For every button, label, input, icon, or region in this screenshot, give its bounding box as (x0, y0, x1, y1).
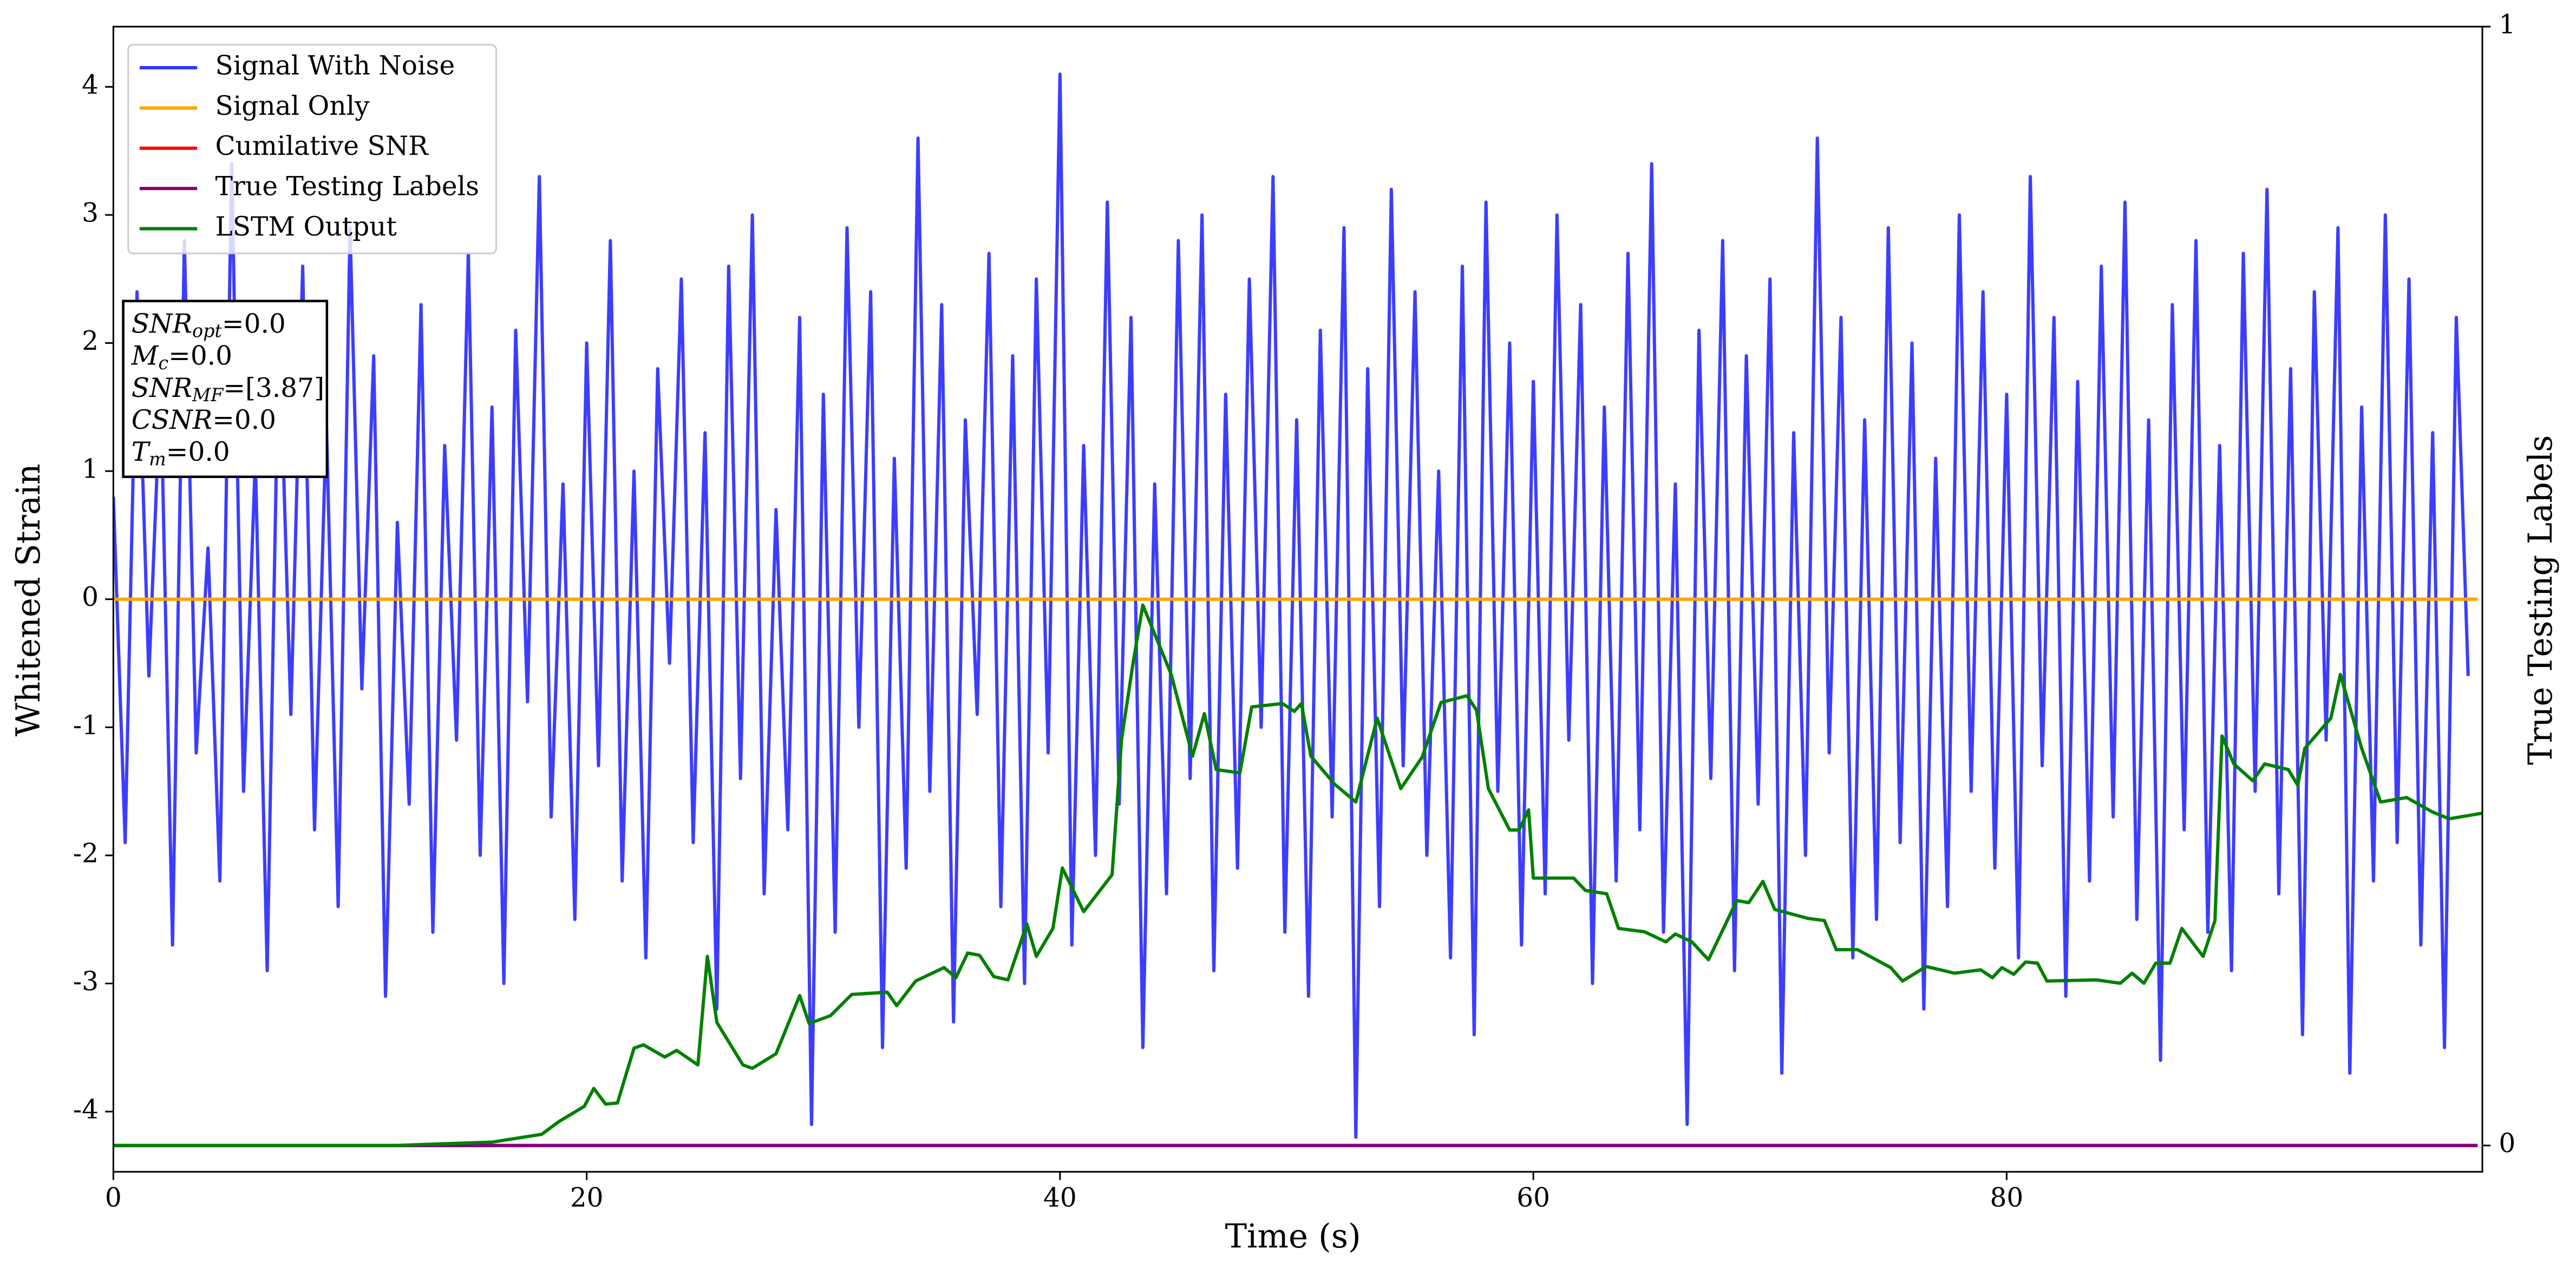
legend-box (127, 44, 497, 254)
annotation-subscript: opt (192, 321, 222, 342)
y2-axis-label: True Testing Labels (2522, 435, 2560, 765)
series-line (113, 72, 2470, 1139)
annotation-line: CSNR=0.0 (132, 404, 276, 435)
annotation-value: =0.0 (212, 404, 276, 435)
y-tick-label: -2 (73, 838, 99, 868)
annotation-line: Mc=0.0 (131, 341, 232, 374)
plot-area (113, 72, 2483, 1147)
y-tick-label: 4 (82, 70, 99, 100)
x-axis-label: Time (s) (1225, 1218, 1361, 1256)
annotation-frame (122, 299, 329, 478)
x-tick-label: 60 (1516, 1182, 1550, 1213)
annotation-line: SNRMF=[3.87] (132, 373, 324, 406)
annotation-symbol: CSNR (132, 404, 212, 435)
y-tick-label: 2 (82, 326, 99, 356)
y-tick-label: -3 (73, 966, 99, 997)
x-tick-label: 0 (105, 1182, 122, 1213)
annotation-value: =0.0 (168, 341, 232, 371)
annotation-symbol: T (132, 437, 151, 467)
annotation-value: =[3.87] (223, 373, 324, 403)
annotation-box: SNRopt=0.0Mc=0.0SNRMF=[3.87]CSNR=0.0Tm=0… (122, 299, 329, 478)
annotation-value: =0.0 (166, 437, 230, 467)
annotation-subscript: MF (192, 384, 224, 406)
legend-label: LSTM Output (215, 212, 397, 242)
annotation-line: SNRopt=0.0 (132, 309, 286, 342)
legend-label: Signal Only (215, 91, 370, 121)
annotation-symbol: SNR (132, 309, 192, 339)
x-tick-label: 40 (1043, 1182, 1077, 1213)
legend-label: Signal With Noise (215, 51, 455, 81)
annotation-symbol: SNR (132, 373, 192, 403)
legend-label: Cumilative SNR (215, 131, 429, 161)
y-tick-label: -1 (73, 710, 99, 741)
annotation-subscript: m (149, 448, 166, 469)
x-tick-label: 80 (1990, 1182, 2024, 1213)
y2-tick-label: 1 (2499, 10, 2515, 40)
y-tick-label: -4 (73, 1095, 99, 1125)
y-tick-label: 3 (82, 198, 99, 228)
annotation-line: Tm=0.0 (132, 437, 230, 470)
y-axis-label: Whitened Strain (10, 463, 48, 736)
y-tick-label: 0 (82, 582, 99, 612)
annotation-value: =0.0 (222, 309, 286, 339)
x-tick-label: 20 (570, 1182, 604, 1213)
legend: Signal With Noise Signal Only Cumilative S… (127, 44, 497, 254)
legend-label: True Testing Labels (215, 172, 480, 202)
y2-tick-label: 0 (2499, 1128, 2515, 1159)
annotation-subscript: c (158, 352, 168, 374)
annotation-symbol: M (131, 341, 159, 371)
y-tick-label: 1 (82, 454, 99, 485)
series-line (113, 603, 2483, 1147)
